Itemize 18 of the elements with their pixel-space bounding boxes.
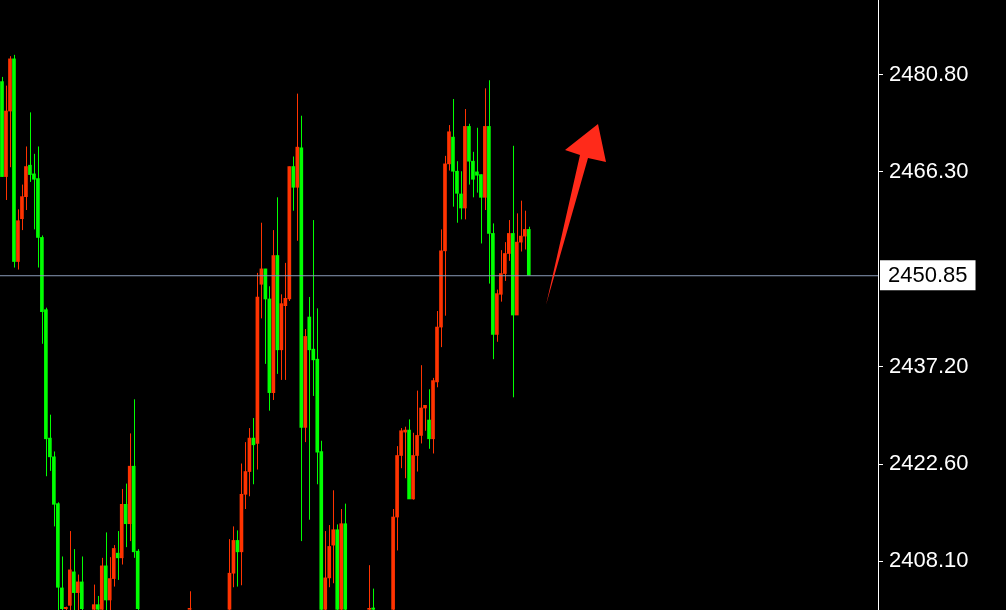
y-tick-label: 2466.30: [889, 157, 969, 183]
candlestick: [371, 588, 375, 610]
candlestick: [518, 200, 523, 252]
candlestick: [475, 127, 479, 194]
candlestick: [75, 574, 80, 610]
y-tick-label: 2408.10: [889, 547, 969, 573]
candlestick: [367, 564, 371, 610]
candlestick: [28, 111, 32, 183]
candlestick: [331, 489, 336, 584]
candlestick: [91, 584, 96, 610]
ref-line-label: 2450.85: [888, 262, 968, 288]
candlestick: [72, 548, 76, 610]
candlestick: [115, 530, 120, 581]
candlestick: [187, 590, 192, 610]
y-tick-label: 2437.20: [889, 352, 969, 378]
y-tick-label: 2480.80: [889, 60, 969, 86]
candlestick: [123, 483, 128, 548]
y-tick-label: 2422.60: [889, 450, 969, 476]
